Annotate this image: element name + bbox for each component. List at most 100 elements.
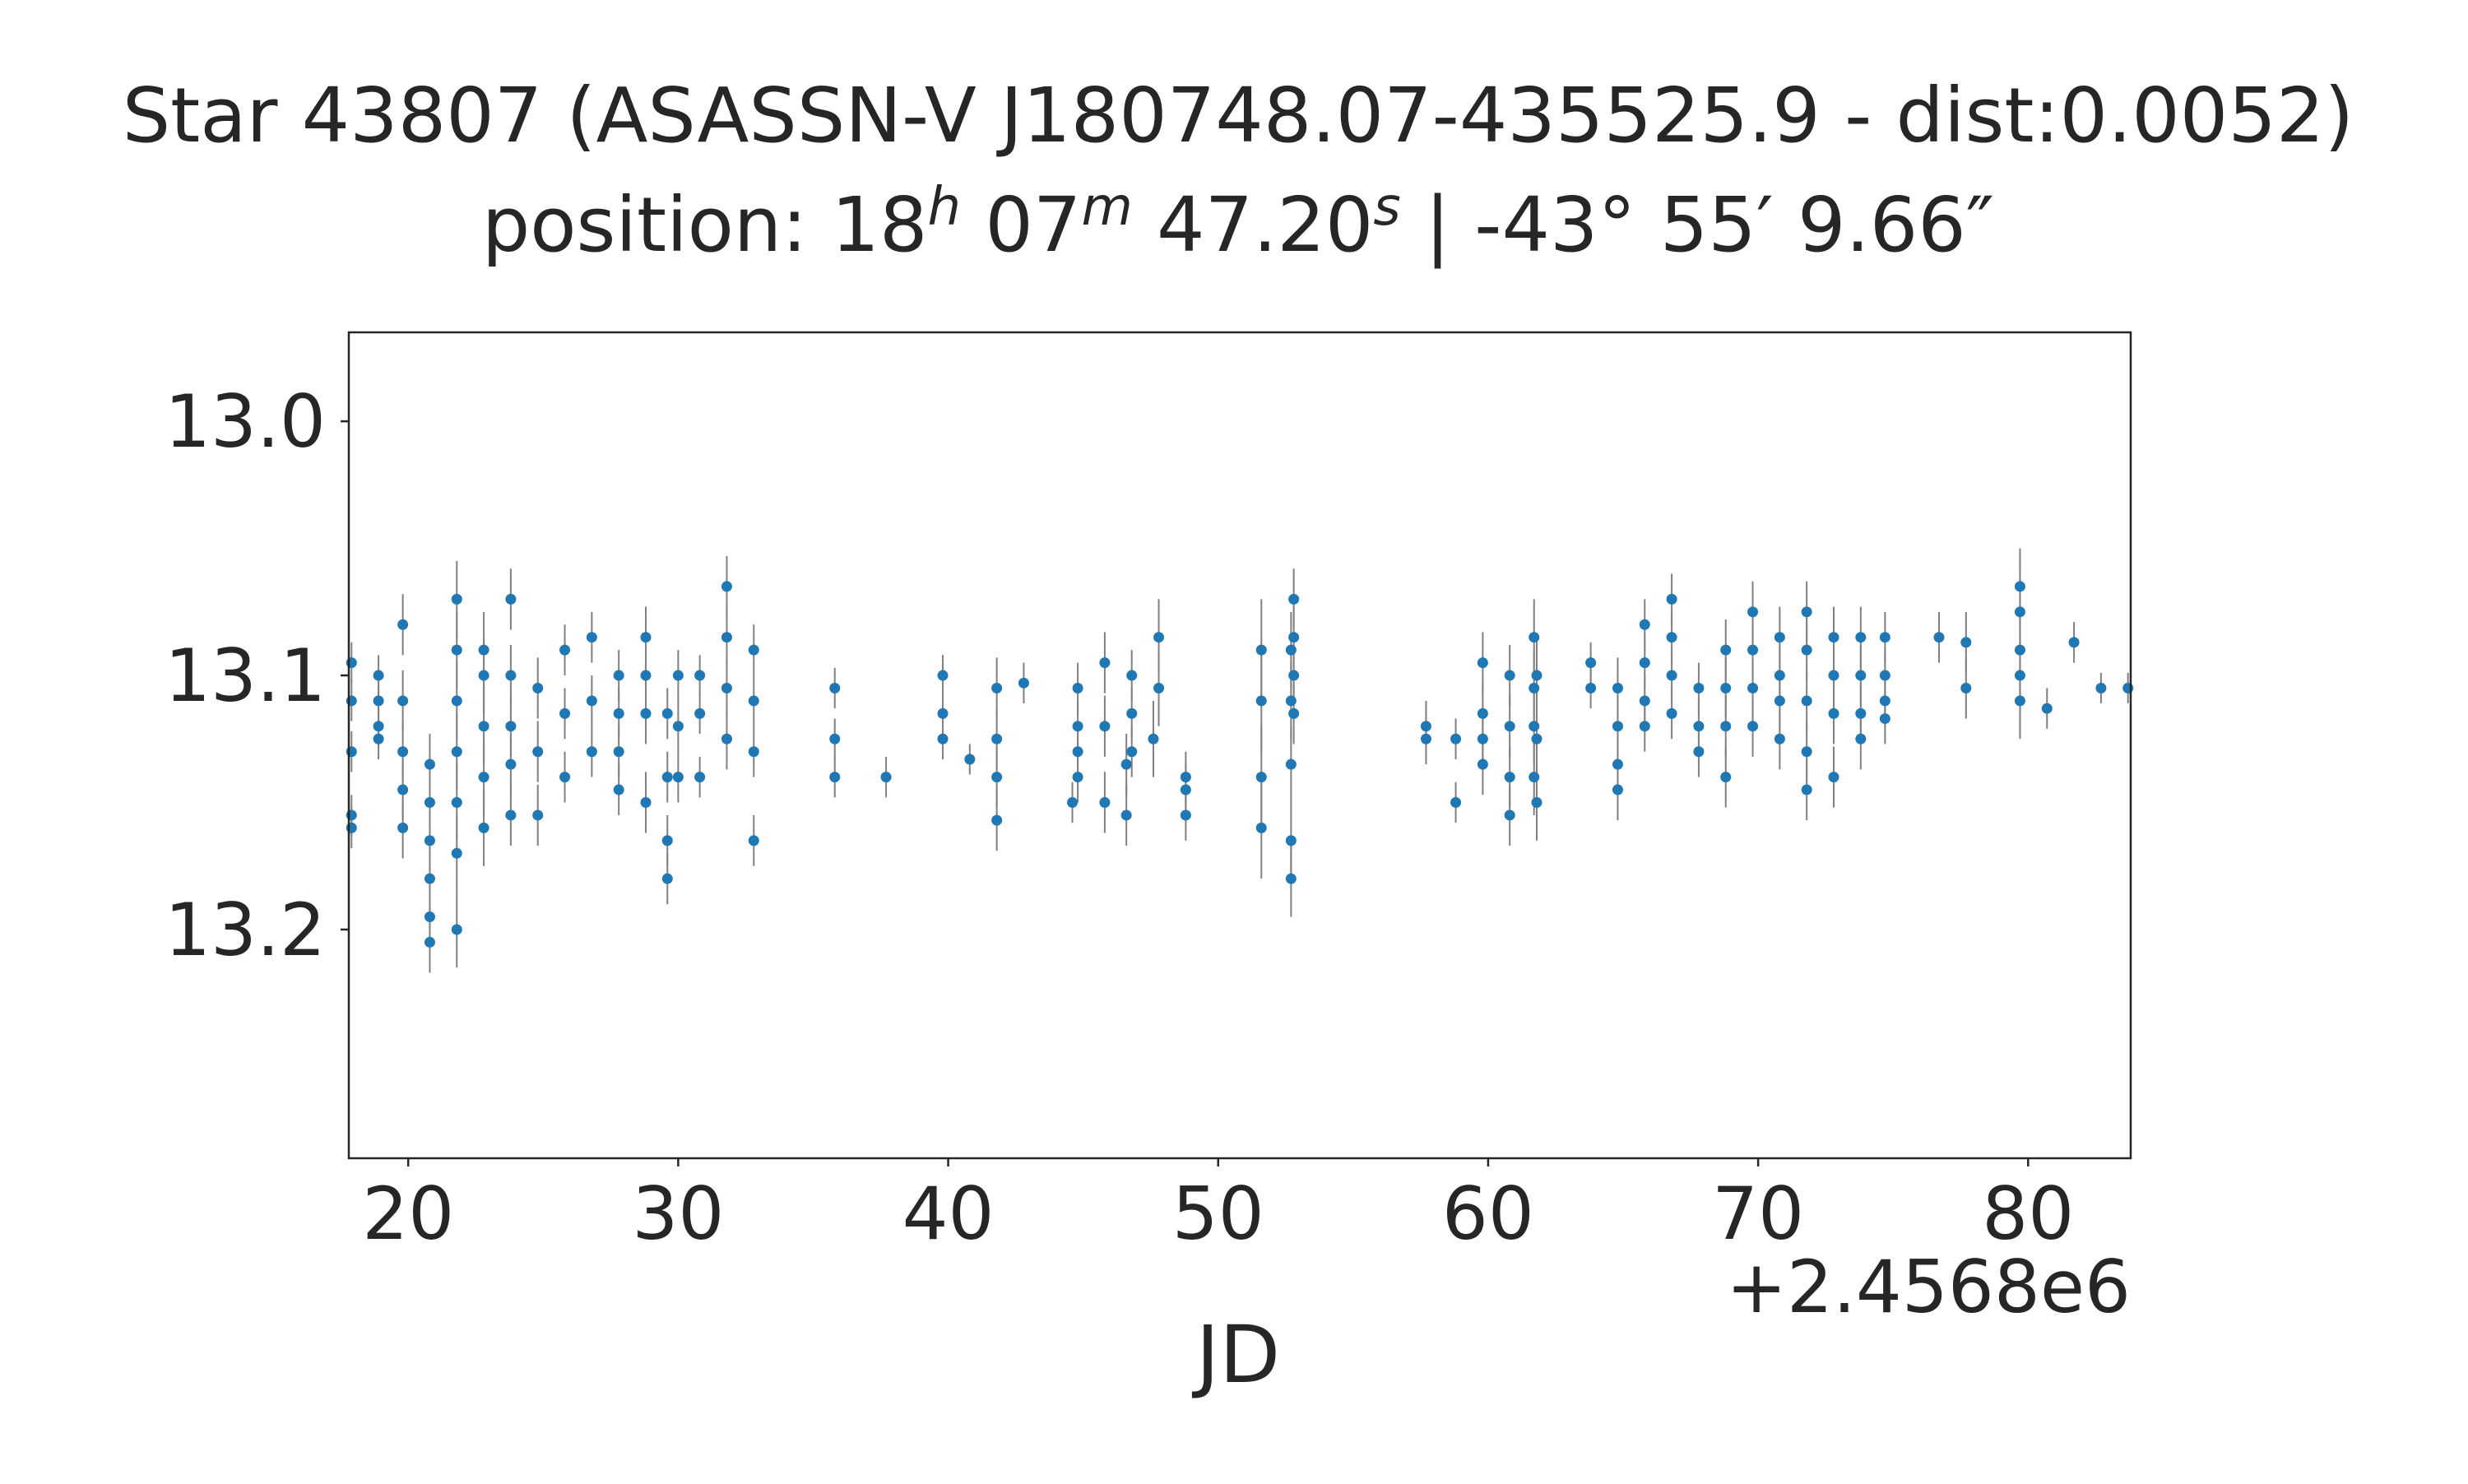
data-point xyxy=(478,644,489,656)
data-point xyxy=(1477,758,1488,770)
data-point xyxy=(880,772,892,783)
data-point xyxy=(613,670,624,681)
data-point xyxy=(1148,733,1159,744)
data-point xyxy=(397,695,409,707)
data-point xyxy=(1288,632,1300,643)
data-point xyxy=(559,644,571,656)
data-point xyxy=(373,670,384,681)
errorbar-layer xyxy=(350,548,2129,973)
data-point xyxy=(613,746,624,758)
data-point xyxy=(1153,632,1165,643)
data-point xyxy=(613,784,624,795)
x-tick-label: 50 xyxy=(1172,1171,1264,1256)
data-point xyxy=(1639,695,1650,707)
data-point xyxy=(1504,772,1515,783)
data-point xyxy=(1450,797,1462,809)
data-point xyxy=(1180,772,1191,783)
data-point xyxy=(1639,721,1650,732)
data-point xyxy=(1828,632,1839,643)
point-layer xyxy=(346,581,2134,948)
data-point xyxy=(829,682,841,693)
data-point xyxy=(694,707,706,719)
data-point xyxy=(586,695,597,707)
data-point xyxy=(672,721,684,732)
data-point xyxy=(559,772,571,783)
data-point xyxy=(661,873,673,884)
data-point xyxy=(1585,657,1597,669)
data-point xyxy=(505,721,517,732)
data-point xyxy=(424,797,435,809)
data-point xyxy=(505,758,517,770)
data-point xyxy=(1099,797,1111,809)
data-point xyxy=(397,619,409,630)
data-point xyxy=(1255,695,1267,707)
data-point xyxy=(1529,632,1540,643)
data-point xyxy=(373,721,384,732)
data-point xyxy=(1855,707,1867,719)
data-point xyxy=(640,707,652,719)
y-tick-label: 13.2 xyxy=(165,888,326,972)
data-point xyxy=(1960,637,1972,648)
data-point xyxy=(1801,606,1812,618)
data-point xyxy=(2014,581,2025,592)
data-point xyxy=(1504,670,1515,681)
data-point xyxy=(1855,670,1867,681)
data-point xyxy=(1612,784,1623,795)
data-point xyxy=(1879,670,1890,681)
data-point xyxy=(1288,670,1300,681)
data-point xyxy=(451,593,462,605)
data-point xyxy=(1018,677,1029,689)
data-point xyxy=(2095,682,2107,693)
data-point xyxy=(1585,682,1597,693)
data-point xyxy=(397,746,409,758)
data-point xyxy=(1801,695,1812,707)
data-point xyxy=(721,682,732,693)
y-axis-ticks: 13.0 13.1 13.2 xyxy=(165,379,349,972)
data-point xyxy=(1801,746,1812,758)
data-point xyxy=(1747,682,1759,693)
data-point xyxy=(1288,593,1300,605)
data-point xyxy=(451,924,462,935)
data-point xyxy=(2041,703,2053,714)
x-tick-label: 80 xyxy=(1982,1171,2074,1256)
data-point xyxy=(1747,606,1759,618)
data-point xyxy=(2014,695,2025,707)
data-point xyxy=(640,797,652,809)
data-point xyxy=(1099,657,1111,669)
x-axis-label: JD xyxy=(1192,1309,1280,1401)
data-point xyxy=(721,632,732,643)
data-point xyxy=(1879,695,1890,707)
data-point xyxy=(397,822,409,833)
data-point xyxy=(991,814,1003,826)
data-point xyxy=(2014,644,2025,656)
data-point xyxy=(586,632,597,643)
data-point xyxy=(1126,746,1138,758)
data-point xyxy=(1477,707,1488,719)
data-point xyxy=(346,822,357,833)
data-point xyxy=(1126,670,1138,681)
data-point xyxy=(1072,721,1083,732)
data-point xyxy=(1285,758,1297,770)
data-point xyxy=(1879,713,1890,725)
data-point xyxy=(1720,772,1732,783)
data-point xyxy=(1126,707,1138,719)
data-point xyxy=(694,670,706,681)
data-point xyxy=(1828,707,1839,719)
x-tick-label: 40 xyxy=(902,1171,995,1256)
data-point xyxy=(424,873,435,884)
data-point xyxy=(1450,733,1462,744)
data-point xyxy=(829,733,841,744)
data-point xyxy=(1099,721,1111,732)
data-point xyxy=(1120,809,1132,821)
data-point xyxy=(451,644,462,656)
data-point xyxy=(1420,721,1431,732)
data-point xyxy=(478,822,489,833)
data-point xyxy=(451,695,462,707)
data-point xyxy=(991,682,1003,693)
data-point xyxy=(1693,721,1705,732)
plot-frame xyxy=(347,331,2132,1160)
data-point xyxy=(661,835,673,846)
data-point xyxy=(346,809,357,821)
data-point xyxy=(937,733,949,744)
data-point xyxy=(2068,637,2080,648)
